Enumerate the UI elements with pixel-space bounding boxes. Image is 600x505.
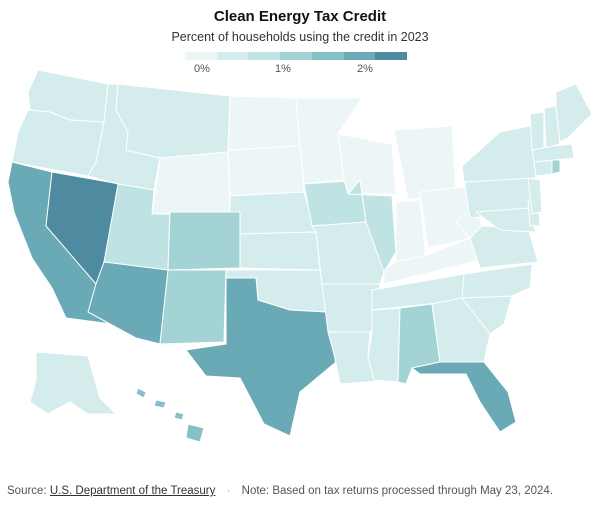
state-ak: [29, 351, 117, 415]
source-line: Source: U.S. Department of the Treasury …: [7, 485, 553, 497]
state-tx: [185, 277, 337, 437]
state-ms: [367, 307, 401, 383]
state-nc: [461, 263, 533, 299]
state-co: [167, 211, 241, 271]
state-wi: [337, 133, 397, 195]
state-nm: [159, 269, 227, 345]
us-states-map: [7, 69, 593, 443]
legend-label-2: 2%: [357, 63, 373, 75]
color-legend: 0% 1% 2%: [185, 52, 408, 82]
source-note: Note: Based on tax returns processed thr…: [241, 485, 553, 497]
legend-swatch: [375, 52, 408, 60]
state-ri: [551, 159, 561, 175]
chart-subtitle: Percent of households using the credit i…: [171, 30, 429, 44]
state-vt: [529, 111, 545, 151]
legend-swatch: [311, 52, 345, 60]
state-nj: [527, 177, 543, 215]
state-mt: [115, 83, 231, 159]
state-ga: [431, 297, 491, 363]
state-ne: [229, 191, 317, 235]
state-nd: [227, 95, 301, 151]
legend-swatch: [280, 52, 313, 60]
state-va: [469, 225, 539, 269]
state-sd: [227, 145, 305, 197]
chart-title: Clean Energy Tax Credit: [213, 8, 387, 25]
state-ks: [239, 231, 321, 271]
state-ar: [321, 283, 381, 333]
state-hi: [135, 387, 205, 443]
state-ct: [533, 159, 553, 177]
legend-swatch: [216, 52, 249, 60]
legend-label-1: 1%: [275, 63, 291, 75]
source-label: Source:: [7, 485, 47, 497]
separator-dot: ·: [226, 485, 231, 497]
state-az: [87, 261, 169, 345]
state-in: [395, 199, 427, 263]
state-fl: [411, 361, 517, 433]
legend-swatch: [343, 52, 376, 60]
state-me: [555, 83, 593, 143]
legend-swatch: [248, 52, 281, 60]
state-wy: [151, 151, 231, 215]
legend-swatch: [185, 52, 218, 60]
source-link[interactable]: U.S. Department of the Treasury: [49, 485, 216, 497]
state-md: [475, 207, 537, 233]
legend-label-0: 0%: [194, 63, 210, 75]
state-nh: [543, 105, 561, 149]
